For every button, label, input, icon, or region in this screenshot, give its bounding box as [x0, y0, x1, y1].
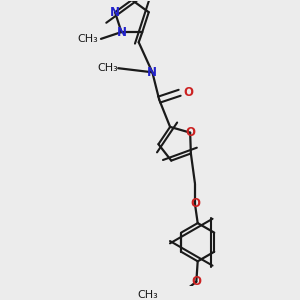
Text: O: O	[184, 86, 194, 99]
Text: N: N	[110, 6, 120, 19]
Text: N: N	[147, 66, 157, 79]
Text: CH₃: CH₃	[137, 290, 158, 300]
Text: O: O	[191, 275, 201, 288]
Text: CH₃: CH₃	[98, 63, 118, 73]
Text: O: O	[190, 197, 200, 211]
Text: N: N	[116, 26, 126, 39]
Text: O: O	[185, 126, 195, 139]
Text: CH₃: CH₃	[77, 34, 98, 44]
